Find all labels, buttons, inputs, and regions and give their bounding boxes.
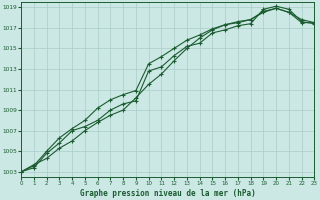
X-axis label: Graphe pression niveau de la mer (hPa): Graphe pression niveau de la mer (hPa): [80, 189, 256, 198]
